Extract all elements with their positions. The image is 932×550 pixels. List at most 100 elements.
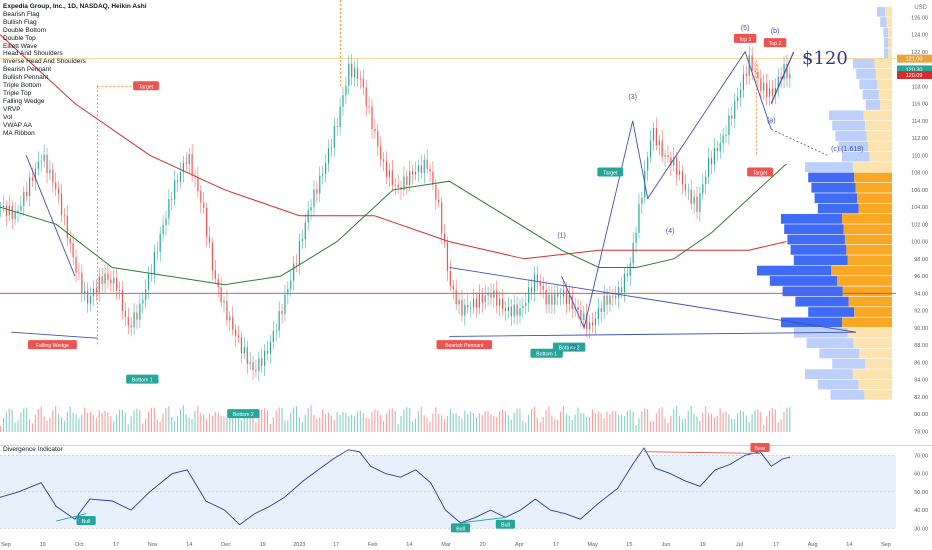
target-right-label: Target — [753, 171, 768, 177]
indicator-item[interactable]: Triple Bottom — [3, 82, 42, 90]
target-mid-label: Target — [603, 171, 618, 177]
volume-bar — [374, 409, 376, 432]
volume-bar — [290, 412, 292, 432]
indicator-item[interactable]: Bullish Pennant — [3, 74, 49, 82]
indicator-item[interactable]: Falling Wedge — [3, 97, 45, 105]
vp-row-down — [854, 307, 892, 317]
volume-bar — [127, 424, 129, 432]
vp-row-up — [787, 234, 845, 245]
vp-row-down — [886, 17, 892, 28]
candle-body — [432, 171, 434, 185]
indicator-item[interactable]: Inverse Head And Shoulders — [3, 58, 86, 66]
divergence-title[interactable]: Divergence Indicator — [3, 446, 63, 453]
indicator-item[interactable]: Double Bottom — [3, 26, 46, 34]
volume-bar — [269, 424, 271, 432]
candle-body — [406, 176, 408, 185]
falling-wedge-label: Falling Wedge — [36, 343, 69, 349]
vp-row-down — [878, 89, 892, 100]
candle-body — [174, 180, 176, 200]
symbol-title[interactable]: Expedia Group, Inc., 1D, NASDAQ, Heikin … — [3, 3, 147, 10]
volume-bar — [545, 410, 547, 432]
volume-bar — [554, 418, 556, 432]
price-tag-bg — [897, 71, 932, 80]
volume-bar — [385, 413, 388, 432]
volume-bar — [147, 411, 150, 432]
volume-bar — [586, 416, 588, 432]
candle-body — [670, 157, 672, 166]
indicator-item[interactable]: Triple Top — [3, 89, 32, 97]
volume-bar — [278, 407, 280, 432]
candle-body — [774, 87, 776, 96]
candle-body — [591, 322, 594, 326]
candle-body — [568, 295, 570, 305]
indicator-item[interactable]: Elliott Wave — [3, 42, 38, 50]
candle-body — [182, 162, 185, 173]
candle-body — [165, 218, 167, 226]
candle-body — [649, 140, 652, 158]
indicator-item[interactable]: Head And Shoulders — [3, 50, 63, 58]
volume-bar — [417, 411, 419, 432]
candle-body — [641, 197, 643, 204]
y-tick-label: 116.00 — [912, 102, 928, 108]
volume-bar — [539, 422, 541, 432]
x-tick-label: 17 — [113, 542, 119, 548]
vp-row-up — [811, 182, 856, 193]
volume-bar — [2, 417, 5, 432]
candle-body — [731, 115, 733, 119]
price-tag: 120.09 — [906, 73, 923, 79]
x-tick-label: Nov — [148, 542, 158, 548]
candle-body — [252, 362, 254, 370]
indicator-item[interactable]: Bearish Flag — [3, 10, 40, 18]
volume-bar — [336, 412, 338, 432]
candle-body — [290, 280, 292, 289]
volume-bar — [780, 419, 782, 432]
candle-body — [507, 306, 509, 312]
volume-bar — [60, 417, 63, 432]
candle-body — [368, 106, 370, 108]
volume-bar — [734, 419, 736, 432]
price-tag-bg — [897, 54, 932, 63]
volume-bar — [339, 414, 341, 432]
indicator-item[interactable]: Vol — [3, 113, 13, 121]
volume-bar — [324, 413, 327, 432]
x-tick-label: May — [587, 542, 598, 548]
volume-bar — [356, 411, 359, 432]
candle-body — [470, 307, 472, 309]
candle-body — [58, 188, 60, 194]
y-tick-label: 90.00 — [914, 326, 928, 332]
candle-body — [397, 184, 399, 188]
waveb-label: (b) — [771, 28, 780, 35]
indicator-item[interactable]: Double Top — [3, 34, 36, 42]
candle-body — [696, 196, 698, 212]
volume-bar — [261, 409, 263, 432]
candle-body — [612, 295, 614, 297]
candle-body — [356, 68, 359, 79]
volume-bar — [139, 410, 141, 432]
candle-body — [739, 89, 742, 98]
vp-row-down — [857, 193, 892, 204]
vp-row-up — [883, 27, 889, 38]
candle-body — [177, 180, 179, 182]
candle-body — [664, 155, 666, 157]
indicator-item[interactable]: MA Ribbon — [3, 129, 35, 137]
vp-row-up — [805, 369, 853, 380]
candle-body — [647, 157, 649, 171]
indicator-item[interactable]: Bearish Pennant — [3, 66, 52, 74]
vp-row-down — [865, 120, 892, 131]
candle-body — [667, 155, 669, 158]
indicator-item[interactable]: Bullish Flag — [3, 18, 37, 26]
volume-bar — [696, 416, 698, 432]
candle-body — [319, 175, 321, 194]
candle-body — [84, 290, 86, 294]
volume-bar — [487, 410, 489, 432]
volume-bar — [258, 414, 260, 432]
indicator-item[interactable]: VWAP AA — [3, 121, 32, 129]
x-tick-label: 19 — [40, 542, 46, 548]
vp-row-up — [884, 37, 889, 48]
currency-label: USD — [914, 5, 927, 11]
volume-bar — [629, 409, 631, 432]
candle-body — [156, 251, 158, 253]
indicator-item[interactable]: VRVP — [3, 105, 21, 113]
bearish-pennant-label-bg — [436, 340, 493, 350]
